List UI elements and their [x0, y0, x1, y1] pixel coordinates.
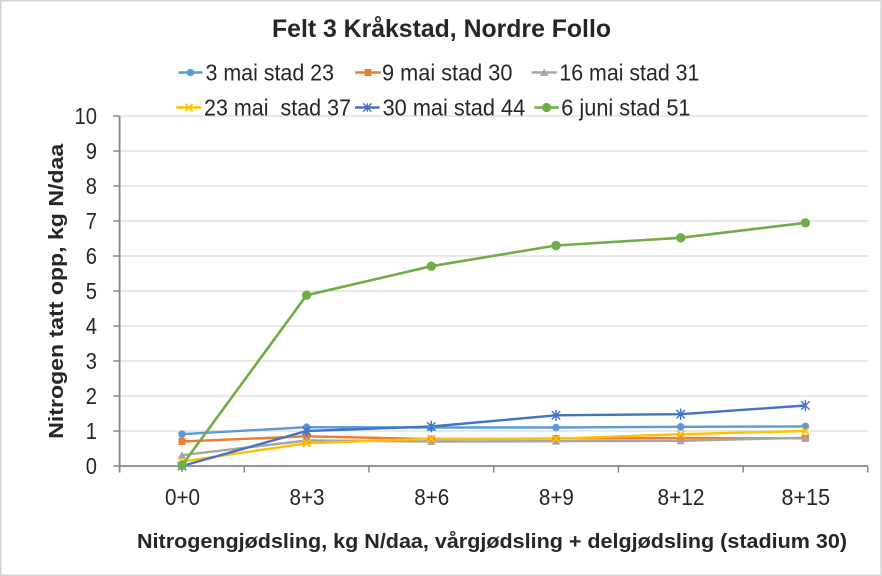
svg-text:4: 4	[86, 313, 97, 339]
svg-text:23 mai stad 37: 23 mai stad 37	[204, 95, 351, 121]
svg-text:Nitrogen tatt opp, kg N/daa: Nitrogen tatt opp, kg N/daa	[45, 143, 68, 439]
svg-text:6: 6	[86, 243, 97, 269]
svg-text:5: 5	[86, 278, 97, 304]
svg-text:Nitrogengjødsling, kg N/daa, v: Nitrogengjødsling, kg N/daa, vårgjødslin…	[137, 530, 847, 553]
svg-text:3: 3	[86, 348, 97, 374]
svg-text:8: 8	[86, 173, 97, 199]
svg-text:10: 10	[75, 103, 98, 129]
svg-text:9 mai stad 30: 9 mai stad 30	[382, 59, 513, 85]
svg-text:Felt 3 Kråkstad, Nordre Follo: Felt 3 Kråkstad, Nordre Follo	[272, 15, 611, 43]
svg-text:8+6: 8+6	[414, 484, 449, 510]
svg-text:9: 9	[86, 138, 97, 164]
svg-text:8+9: 8+9	[539, 484, 574, 510]
svg-text:7: 7	[86, 208, 97, 234]
svg-text:8+3: 8+3	[290, 484, 325, 510]
svg-text:0: 0	[86, 453, 97, 479]
svg-text:2: 2	[86, 383, 97, 409]
svg-text:8+12: 8+12	[658, 484, 705, 510]
svg-text:3 mai stad 23: 3 mai stad 23	[206, 59, 335, 85]
svg-text:30 mai stad 44: 30 mai stad 44	[383, 95, 526, 121]
svg-text:6 juni stad 51: 6 juni stad 51	[561, 95, 690, 121]
svg-text:0+0: 0+0	[165, 484, 200, 510]
svg-text:1: 1	[86, 418, 97, 444]
svg-text:8+15: 8+15	[782, 484, 831, 510]
svg-text:16 mai stad 31: 16 mai stad 31	[559, 59, 699, 85]
